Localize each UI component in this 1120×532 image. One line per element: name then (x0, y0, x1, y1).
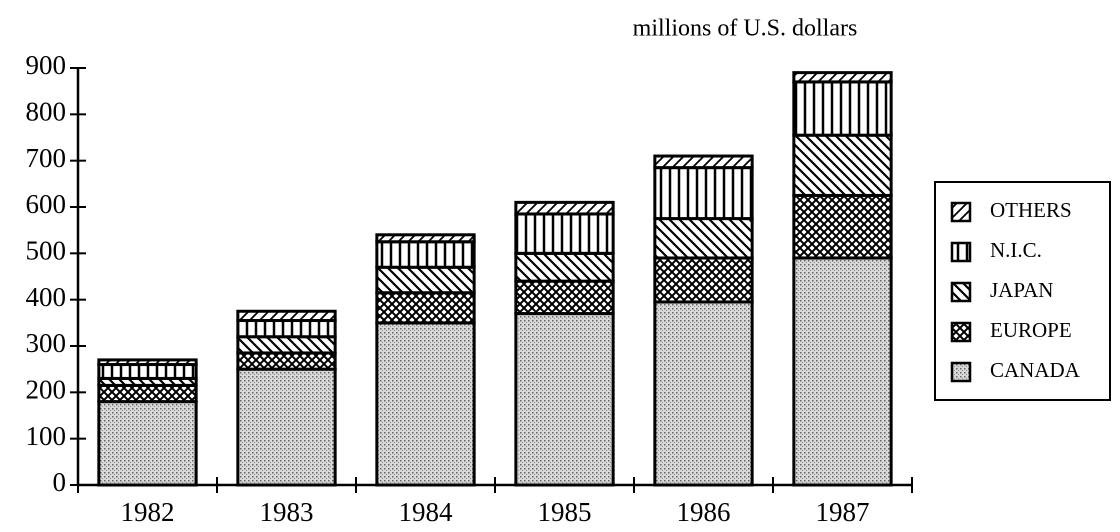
y-tick-label: 400 (26, 282, 67, 312)
bar-segment (375, 233, 476, 244)
y-tick-label: 500 (26, 236, 67, 266)
x-tick-label: 1984 (399, 497, 454, 527)
bar-segment (97, 358, 198, 367)
bar-segment (236, 351, 337, 371)
legend-label: EUROPE (990, 318, 1072, 342)
bar-segment (653, 166, 754, 221)
legend-label: N.I.C. (990, 238, 1042, 262)
bar-segment (375, 321, 476, 487)
y-tick-label: 700 (26, 143, 67, 173)
legend-swatch (950, 361, 972, 383)
bar-segment (97, 383, 198, 404)
bar-segment (375, 291, 476, 325)
bar-segment (514, 212, 615, 255)
bar-segment (236, 367, 337, 487)
bar-segment (375, 265, 476, 295)
bar-segment (792, 256, 893, 487)
bar-segment (653, 300, 754, 487)
y-tick-label: 300 (26, 328, 67, 358)
x-tick-label: 1985 (538, 497, 592, 527)
bar-segment (792, 80, 893, 137)
bar-segment (236, 335, 337, 355)
y-tick-label: 100 (26, 421, 67, 451)
bar-segment (514, 251, 615, 283)
bar-segment (97, 400, 198, 487)
y-tick-label: 200 (26, 375, 67, 405)
legend-label: JAPAN (990, 278, 1053, 302)
legend-swatch (950, 281, 972, 303)
bar-segment (97, 363, 198, 380)
x-tick-label: 1986 (677, 497, 731, 527)
bar-segment (792, 133, 893, 197)
bar-segment (236, 319, 337, 339)
bar-segment (514, 200, 615, 216)
x-tick-label: 1982 (121, 497, 175, 527)
bar-segment (653, 256, 754, 304)
bar-segment (792, 193, 893, 260)
y-tick-label: 900 (26, 50, 67, 80)
x-tick-label: 1987 (816, 497, 870, 527)
bar-segment (375, 240, 476, 269)
legend-swatch (950, 241, 972, 263)
chart-title: millions of U.S. dollars (633, 16, 858, 42)
y-tick-label: 0 (53, 467, 67, 497)
bar-segment (514, 312, 615, 487)
legend-label: OTHERS (990, 198, 1072, 222)
bar-segment (792, 71, 893, 84)
legend-swatch (950, 201, 972, 223)
y-tick-label: 800 (26, 97, 67, 127)
bar-segment (236, 309, 337, 323)
bar-segment (653, 217, 754, 260)
bar-segment (653, 154, 754, 170)
legend-label: CANADA (990, 358, 1081, 382)
x-tick-label: 1983 (260, 497, 314, 527)
y-tick-label: 600 (26, 189, 67, 219)
bar-segment (514, 279, 615, 316)
legend-swatch (950, 321, 972, 343)
